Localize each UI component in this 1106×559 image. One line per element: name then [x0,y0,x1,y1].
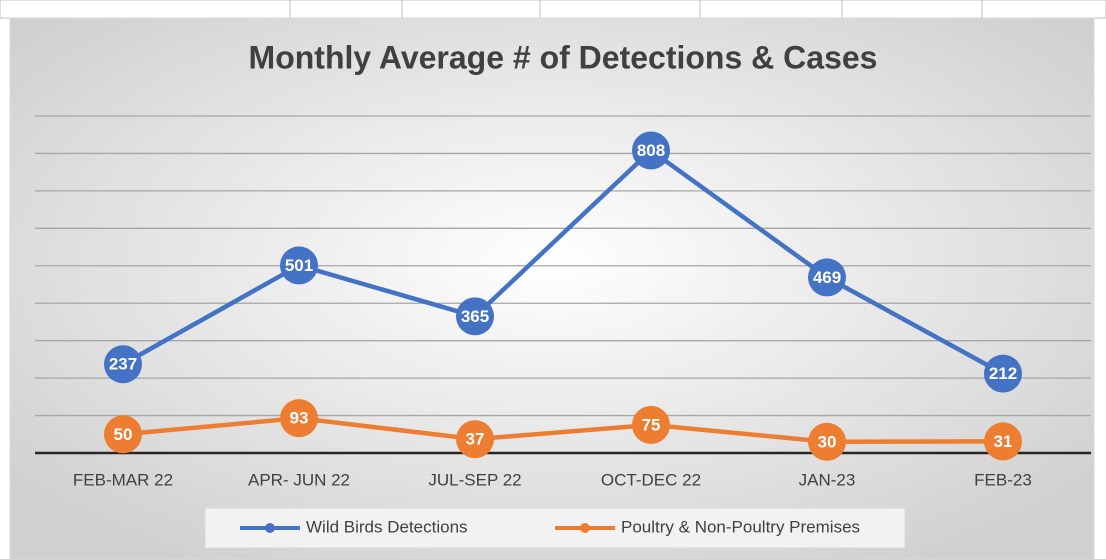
point-marker [280,246,318,285]
point-marker [632,131,670,170]
point-marker [808,422,846,461]
plot: FEB-MAR 22 APR- JUN 22 JUL-SEP 22 OCT-DEC 2… [35,115,1091,536]
point-marker [280,399,318,438]
data-label: 365 [461,307,489,326]
data-label: 93 [290,409,309,428]
legend-marker [580,523,590,533]
x-tick-label: OCT-DEC 22 [601,470,701,489]
data-label: 469 [813,268,841,287]
legend-label: Poultry & Non-Poultry Premises [621,517,860,536]
point-marker [456,420,494,459]
x-tick-label: JAN-23 [799,470,856,489]
point-marker [984,354,1022,393]
point-marker [104,345,142,384]
data-label: 75 [642,415,661,434]
legend-marker [265,523,275,533]
data-label: 237 [109,355,137,374]
point-marker [456,297,494,336]
series-line [121,148,1005,376]
chart-title: Monthly Average # of Detections & Cases [249,39,878,75]
data-label: 31 [994,432,1013,451]
x-tick-label: FEB-MAR 22 [73,470,173,489]
legend-label: Wild Birds Detections [306,517,468,536]
data-label: 212 [989,364,1017,383]
point-marker [632,405,670,444]
point-marker [808,258,846,297]
data-label: 30 [818,432,837,451]
point-marker [104,415,142,454]
x-tick-label: FEB-23 [974,470,1032,489]
x-tick-label: JUL-SEP 22 [428,470,521,489]
point-marker [984,422,1022,461]
data-label: 50 [114,425,133,444]
data-label: 808 [637,141,665,160]
data-label: 37 [466,430,485,449]
table-strip [0,0,1106,19]
chart-area [9,17,1095,559]
data-label: 501 [285,256,313,275]
series-line [122,415,1004,445]
x-tick-label: APR- JUN 22 [248,470,350,489]
